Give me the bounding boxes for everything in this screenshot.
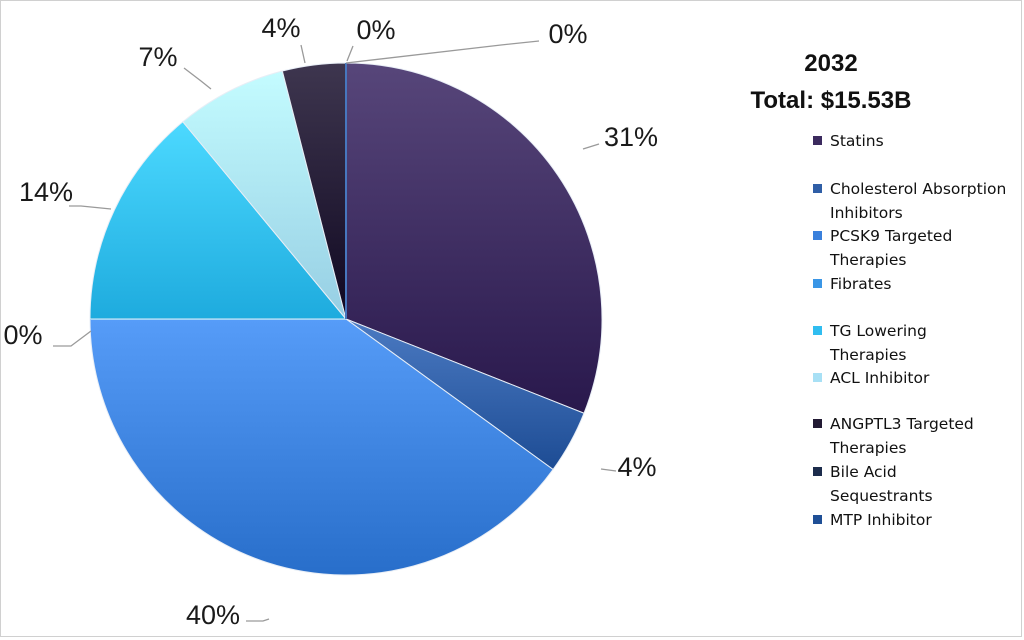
legend-label: Cholesterol Absorption Inhibitors <box>830 180 1007 222</box>
chart-title-block: 2032 Total: $15.53B <box>721 45 941 119</box>
leader-line-2 <box>600 468 617 472</box>
legend-swatch <box>813 515 822 524</box>
legend-item-2: Cholesterol Absorption Inhibitors <box>813 177 1020 225</box>
data-label-7: 4% <box>261 13 300 43</box>
legend-label: Fibrates <box>830 275 892 293</box>
legend-label: ACL Inhibitor <box>830 369 930 387</box>
leader-line-7 <box>300 44 306 64</box>
pie-slice-6 <box>182 70 347 320</box>
pie-slice-1 <box>345 62 603 414</box>
data-label-6: 7% <box>138 42 177 72</box>
data-label-3: 40% <box>186 600 240 630</box>
legend-swatch <box>813 467 822 476</box>
legend-item-1: Statins <box>813 129 884 153</box>
legend-item-7: ANGPTL3 Targeted Therapies <box>813 412 980 460</box>
leader-line-8 <box>345 40 540 64</box>
legend-label: Statins <box>830 132 884 150</box>
leader-line-3 <box>246 618 270 622</box>
legend-item-9: MTP Inhibitor <box>813 508 932 532</box>
legend-swatch <box>813 419 822 428</box>
legend-label: MTP Inhibitor <box>830 511 932 529</box>
legend-label: ANGPTL3 Targeted Therapies <box>830 415 974 457</box>
legend-swatch <box>813 184 822 193</box>
legend-label: PCSK9 Targeted Therapies <box>830 227 953 269</box>
data-label-1: 31% <box>604 122 658 152</box>
legend-item-5: TG Lowering Therapies <box>813 319 980 367</box>
pie-slice-5 <box>89 121 348 320</box>
chart-title: 2032 <box>804 50 858 77</box>
leader-line-5 <box>69 205 112 210</box>
leader-line-1 <box>582 143 600 150</box>
legend-item-8: Bile Acid Sequestrants <box>813 460 980 508</box>
data-label-9: 0% <box>356 15 395 45</box>
data-label-8: 0% <box>548 19 587 49</box>
legend-item-6: ACL Inhibitor <box>813 366 929 390</box>
legend-swatch <box>813 231 822 240</box>
legend-swatch <box>813 373 822 382</box>
leader-line-6 <box>183 67 212 90</box>
legend-item-4: Fibrates <box>813 272 892 296</box>
leader-line-9 <box>346 45 354 62</box>
legend-swatch <box>813 279 822 288</box>
chart-subtitle: Total: $15.53B <box>750 87 912 114</box>
data-label-5: 14% <box>19 177 73 207</box>
legend-swatch <box>813 326 822 335</box>
data-label-2: 4% <box>617 452 656 482</box>
pie-slice-3 <box>89 318 554 576</box>
legend-label: TG Lowering Therapies <box>830 322 927 364</box>
legend-label: Bile Acid Sequestrants <box>830 463 933 505</box>
leader-line-4 <box>53 330 92 347</box>
legend-swatch <box>813 136 822 145</box>
legend-item-3: PCSK9 Targeted Therapies <box>813 224 980 272</box>
data-label-4: 0% <box>3 320 42 350</box>
